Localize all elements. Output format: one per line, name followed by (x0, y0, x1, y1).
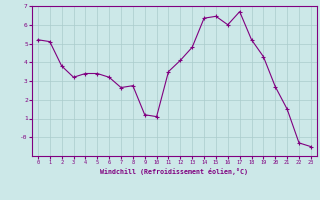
X-axis label: Windchill (Refroidissement éolien,°C): Windchill (Refroidissement éolien,°C) (100, 168, 248, 175)
